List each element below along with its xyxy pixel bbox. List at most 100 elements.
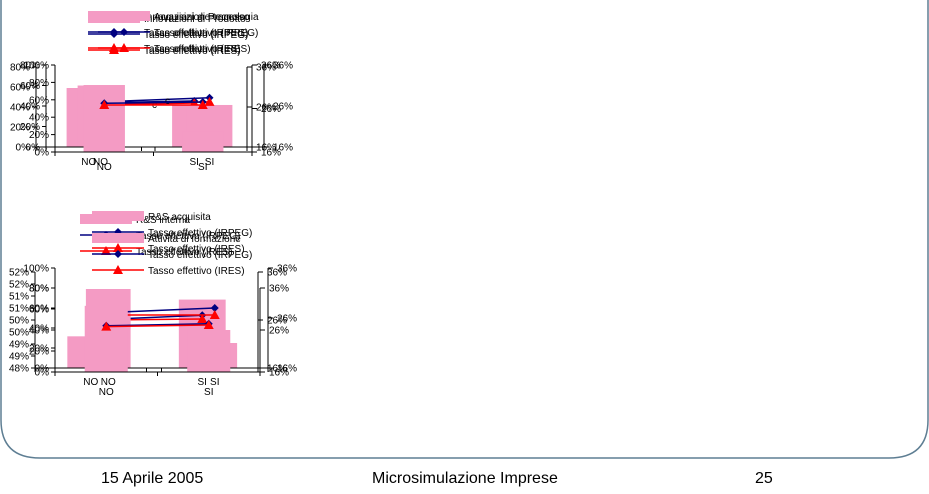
y-right-tick-label: 16%	[277, 364, 297, 375]
footer-date: 15 Aprile 2005	[101, 470, 204, 487]
y-left-tick-label: 0%	[35, 148, 50, 159]
y-right-tick-label: 36%	[277, 264, 297, 275]
legend-label: Innovazioni di Processo	[144, 12, 250, 23]
y-left-tick-label: 40%	[29, 324, 49, 335]
y-left-tick-label: 60%	[20, 81, 40, 92]
y-left-tick-label: 40%	[29, 113, 49, 124]
y-left-tick-label: 48%	[9, 364, 29, 375]
legend-label: R&S acquisita	[148, 212, 211, 223]
legend-label: Tasso effettivo (IRPEG)	[148, 250, 252, 261]
y-right-tick-label: 36%	[261, 61, 281, 72]
y-left-tick-label: 51%	[9, 304, 29, 315]
legend-diamond-marker	[114, 250, 122, 258]
legend-label: Tasso effettivo (IRPEG)	[136, 231, 240, 242]
y-right-tick-label: 16%	[256, 143, 276, 154]
y-left-tick-label: 20%	[29, 347, 49, 358]
x-tick-label: NO	[83, 377, 98, 388]
x-tick-label: NO	[101, 377, 116, 388]
irpeg-line	[104, 101, 203, 105]
legend-label: Tasso effettivo (IRPEG)	[154, 28, 258, 39]
y-right-tick-label: 26%	[277, 314, 297, 325]
y-right-tick-label: 26%	[267, 316, 287, 327]
legend-label: Innovazioni di Prodotto	[144, 14, 246, 25]
legend-triangle-marker	[119, 43, 129, 52]
y-left-tick-label: 0%	[35, 368, 50, 379]
y-right-tick-label: 26%	[261, 104, 281, 115]
y-left-tick-label: 49%	[9, 352, 29, 363]
y-left-tick-label: 40%	[29, 326, 49, 337]
x-tick-label: SI	[190, 157, 199, 168]
y-left-tick-label: 60%	[29, 304, 49, 315]
footer-title: Microsimulazione Imprese	[372, 470, 558, 487]
legend-label: Tasso effettivo (IRES)	[148, 266, 245, 277]
irpeg-point	[210, 304, 219, 312]
y-left-tick-label: 20%	[20, 122, 40, 133]
irpeg-line	[106, 322, 209, 327]
legend-triangle-marker	[101, 246, 111, 255]
y-left-tick-label: 40%	[20, 102, 40, 113]
y-left-tick-label: 50%	[9, 316, 29, 327]
ires-point	[197, 100, 208, 110]
y-right-tick-label: 36%	[267, 268, 287, 279]
y-left-tick-label: 60%	[29, 305, 49, 316]
ires-point	[101, 321, 112, 331]
y-right-tick-label: 16%	[267, 364, 287, 375]
ires-point	[204, 96, 215, 106]
y-left-tick-label: 0%	[16, 143, 31, 154]
x-tick-label: NO	[93, 157, 108, 168]
bar-no	[83, 85, 125, 152]
y-left-tick-label: 20%	[29, 344, 49, 355]
ires-point	[209, 310, 220, 319]
y-left-tick-label: 0%	[35, 364, 50, 375]
legend-bar-swatch	[92, 211, 144, 221]
y-left-tick-label: 52%	[9, 280, 29, 291]
y-left-tick-label: 0%	[26, 143, 41, 154]
y-left-tick-label: 80%	[29, 284, 49, 295]
bar-si	[187, 330, 231, 372]
legend-label: Tasso effettivo (IRES)	[154, 44, 251, 55]
chart-innovazioni-processo: Innovazioni di Processo Tasso effettivo (…	[20, 11, 293, 168]
legend-diamond-marker	[120, 28, 128, 36]
slide-border	[0, 0, 929, 459]
x-tick-label: SI	[198, 162, 207, 173]
x-tick-label: SI	[204, 387, 213, 398]
y-left-tick-label: 20%	[29, 130, 49, 141]
y-left-tick-label: 20%	[10, 123, 30, 134]
y-right-tick-label: 26%	[273, 102, 293, 113]
y-right-tick-label: 26%	[256, 103, 276, 114]
legend-label: Tasso effettivo (IRES)	[136, 247, 233, 258]
ires-point	[203, 319, 214, 329]
x-tick-label: SI	[205, 157, 214, 168]
x-tick-label: NO	[99, 387, 114, 398]
y-left-tick-label: 80%	[29, 78, 49, 89]
legend-label: Acquisizione tecnologia	[154, 12, 259, 23]
y-left-tick-label: 50%	[9, 328, 29, 339]
legend-label: R&S interna	[136, 215, 190, 226]
ires-point	[197, 314, 208, 324]
y-left-tick-label: 80%	[20, 61, 40, 72]
x-tick-label: SI	[210, 377, 219, 388]
footer-page-number: 25	[755, 470, 773, 487]
legend-label: Tasso effettivo (IRPEG)	[144, 30, 248, 41]
legend-label: Tasso effettivo (IRES)	[148, 244, 245, 255]
y-right-tick-label: 36%	[256, 63, 276, 74]
y-right-tick-label: 36%	[269, 284, 289, 295]
chart-annotation: c	[165, 96, 170, 107]
y-left-tick-label: 60%	[29, 95, 49, 106]
legend-label: Tasso effettivo (IRES)	[144, 44, 241, 55]
y-left-tick-label: 60%	[10, 83, 30, 94]
y-left-tick-label: 100%	[23, 61, 49, 72]
ires-line	[106, 324, 209, 328]
legend-bar-swatch	[92, 233, 144, 243]
y-right-tick-label: 36%	[273, 61, 293, 72]
x-tick-label: NO	[81, 157, 96, 168]
legend-label: Attività di formazione	[148, 234, 241, 245]
legend-label: Tasso effettivo (IRPEG)	[148, 228, 252, 239]
legend-triangle-marker	[113, 243, 123, 252]
y-left-tick-label: 100%	[23, 264, 49, 275]
legend-label: Tasso effettivo (IRES)	[144, 46, 241, 57]
legend-triangle-marker	[113, 265, 123, 274]
y-left-tick-label: 80%	[29, 284, 49, 295]
